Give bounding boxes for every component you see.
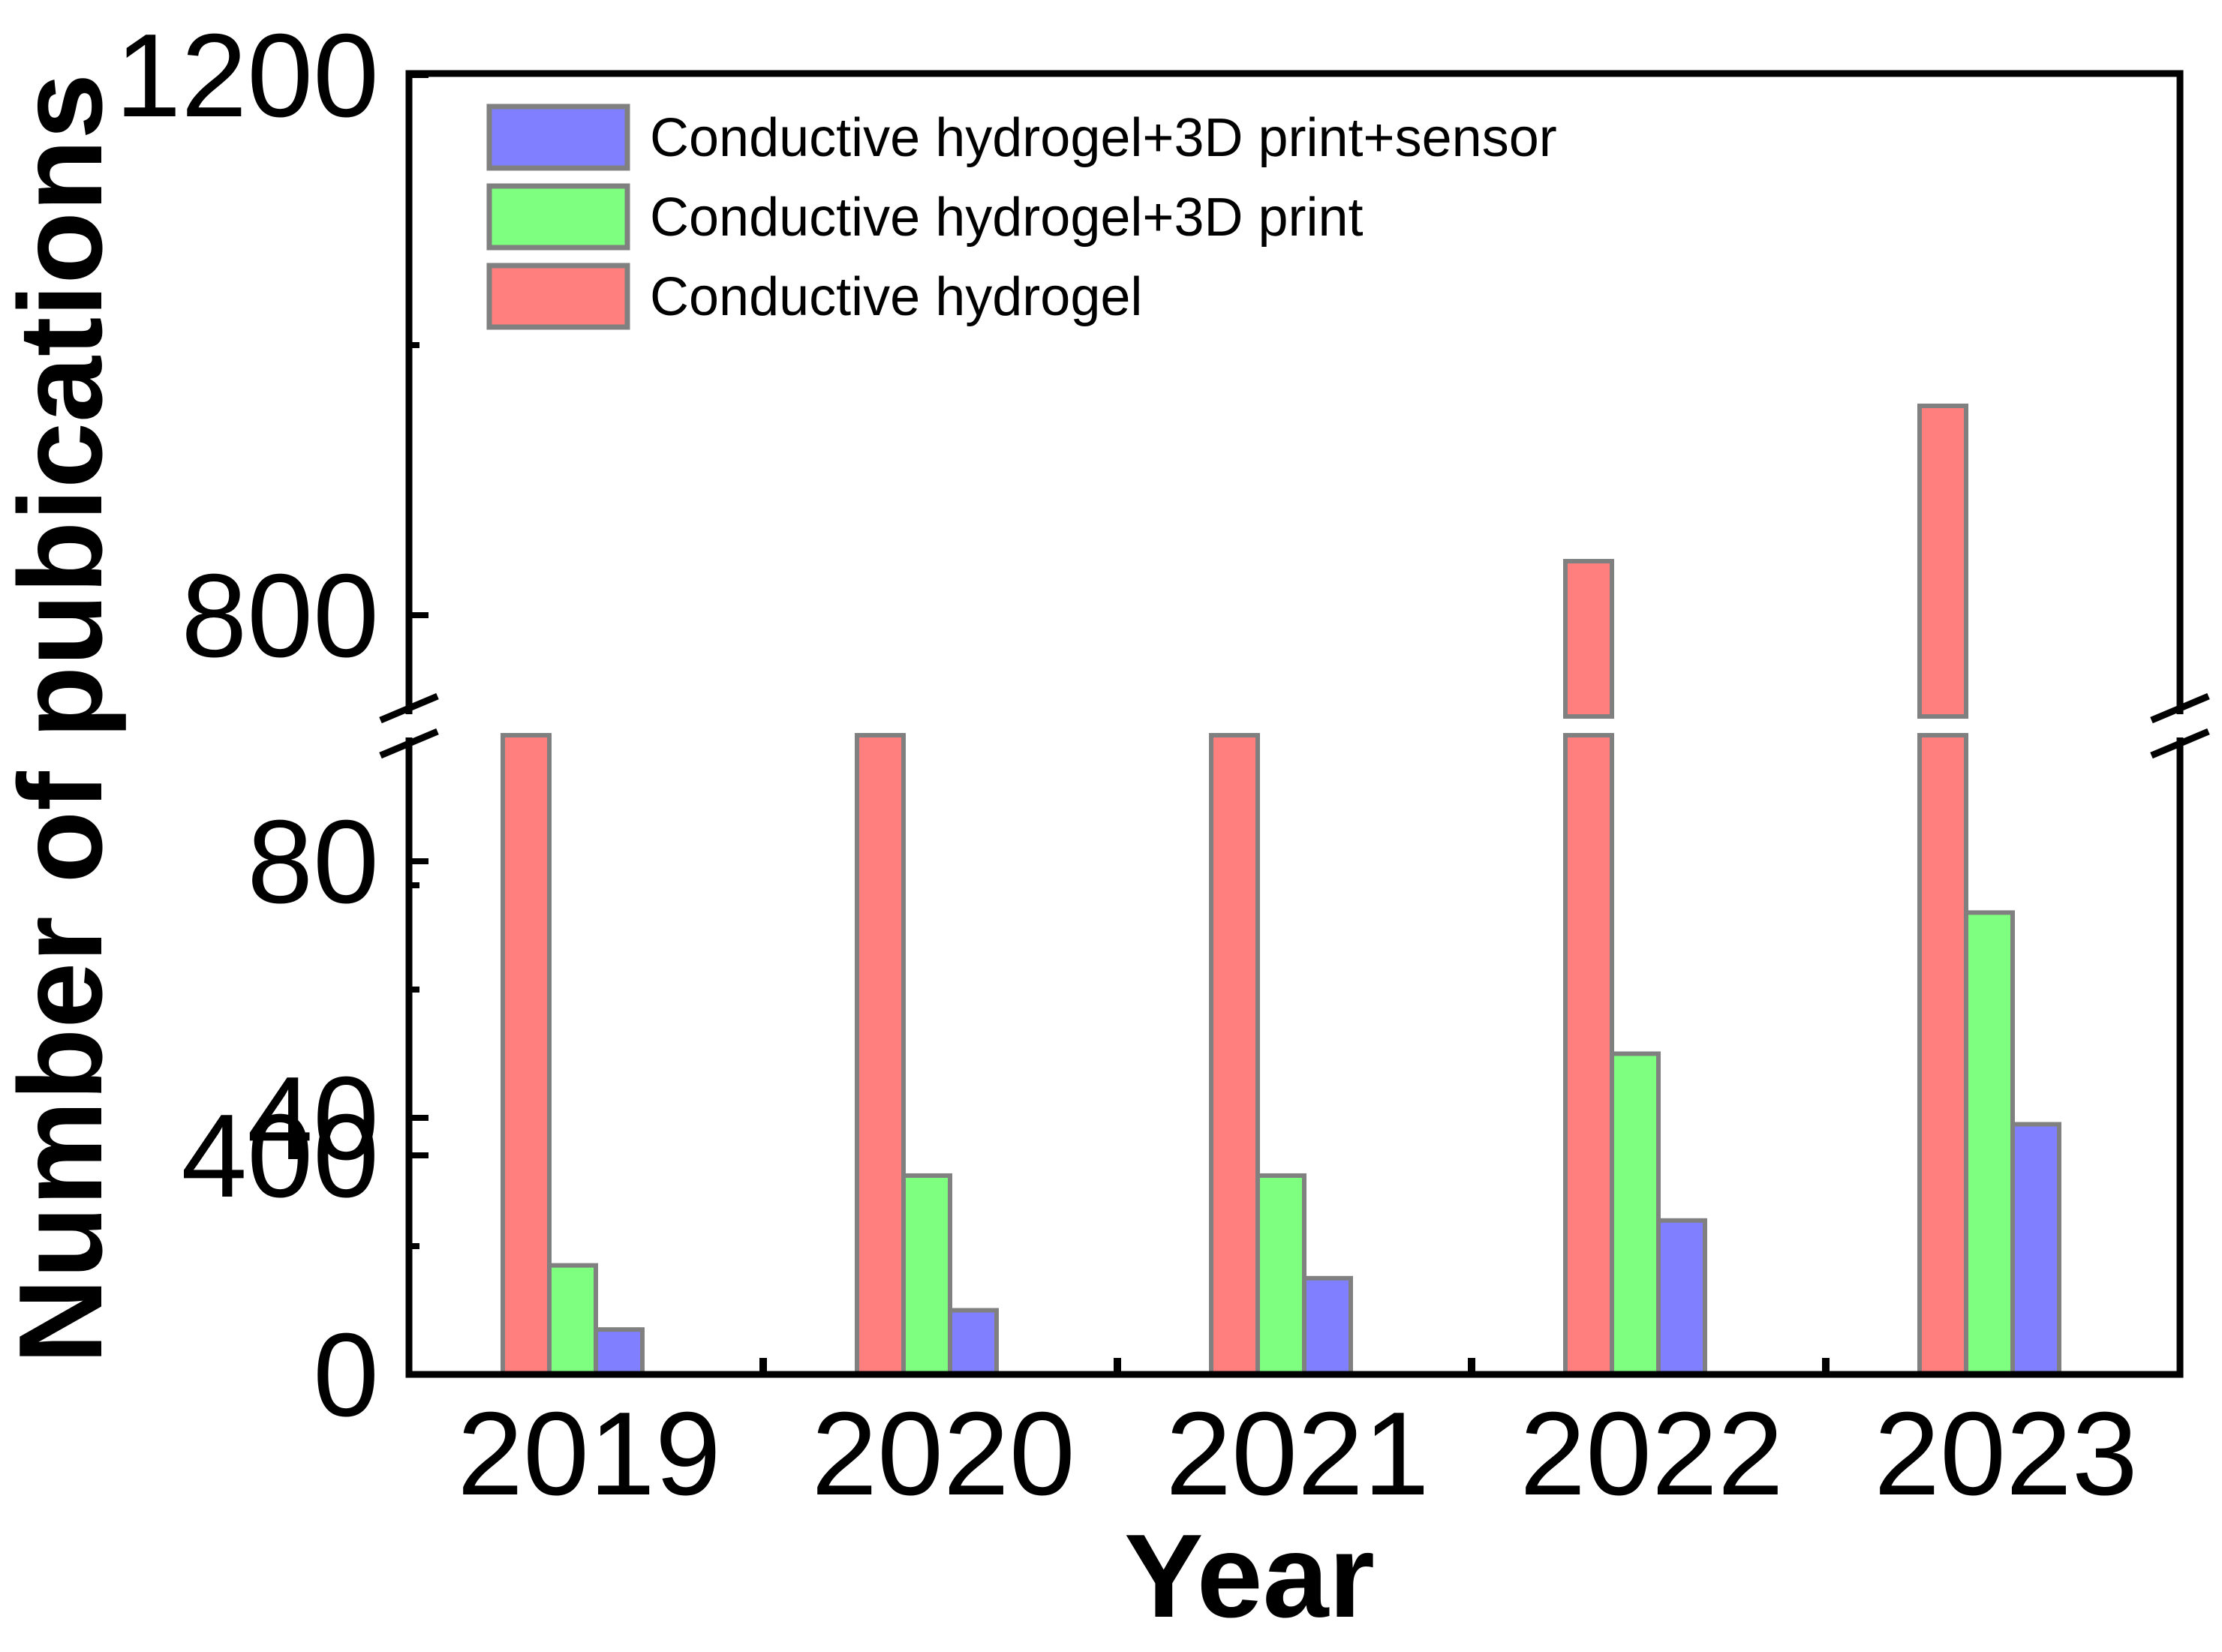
- legend-label: Conductive hydrogel+3D print+sensor: [650, 108, 1557, 168]
- x-tick-label: 2019: [457, 1388, 721, 1520]
- bar-rect-lower: [501, 733, 552, 1377]
- legend-label: Conductive hydrogel+3D print: [650, 188, 1364, 248]
- x-tick-label: 2023: [1874, 1388, 2138, 1520]
- y-tick-label: 400: [181, 1090, 379, 1222]
- bar-rect: [1255, 1173, 1306, 1377]
- bar-rect: [1302, 1275, 1353, 1377]
- bar-2019-series-2: [594, 1327, 645, 1377]
- bar-2022-series-2: [1656, 1218, 1707, 1377]
- y-axis-title: Number of pubications: [0, 74, 127, 1365]
- legend: Conductive hydrogel+3D print+sensor Condu…: [486, 104, 1557, 330]
- y-tick-label: 0: [313, 1309, 379, 1441]
- bar-2021-series-1: [1255, 1173, 1306, 1377]
- bar-rect: [1656, 1218, 1707, 1377]
- legend-label: Conductive hydrogel: [650, 267, 1142, 327]
- bar-rect: [594, 1327, 645, 1377]
- bar-2022-series-0: [1563, 559, 1614, 1377]
- bar-2019-series-0: [501, 733, 552, 1377]
- bar-rect: [1610, 1051, 1661, 1377]
- bar-rect: [948, 1308, 999, 1377]
- bar-rect: [1964, 910, 2015, 1377]
- bar-2021-series-2: [1302, 1275, 1353, 1377]
- bars-group: [501, 404, 2061, 1377]
- bar-rect-lower: [1917, 733, 1968, 1377]
- x-tick-label: 2022: [1520, 1388, 1784, 1520]
- y-tick-label: 80: [247, 796, 379, 928]
- bar-2019-series-1: [547, 1263, 598, 1377]
- axis-break-right-2: [2150, 728, 2210, 759]
- x-axis-title: Year: [1124, 1510, 1375, 1642]
- bar-rect-lower: [855, 733, 906, 1377]
- x-tick-label: 2020: [811, 1388, 1075, 1520]
- legend-swatch: [486, 263, 630, 330]
- bar-rect-lower: [1209, 733, 1260, 1377]
- y-tick-labels: 0 40 80 400 800 1200: [116, 10, 380, 1441]
- bar-2020-series-1: [901, 1173, 952, 1377]
- bar-2023-series-2: [2010, 1122, 2061, 1377]
- bar-rect: [547, 1263, 598, 1377]
- bar-rect: [2010, 1122, 2061, 1377]
- y-tick-label: 40: [247, 1053, 379, 1185]
- bar-2023-series-0: [1917, 404, 1968, 1377]
- x-tick-label: 2021: [1165, 1388, 1430, 1520]
- axis-ticks: [409, 72, 1830, 1377]
- y-tick-label: 1200: [116, 10, 380, 142]
- bar-2023-series-1: [1964, 910, 2015, 1377]
- bar-rect: [901, 1173, 952, 1377]
- y-tick-label: 800: [181, 550, 379, 682]
- bar-rect-upper: [1917, 404, 1968, 719]
- legend-swatch: [486, 183, 630, 251]
- legend-swatch: [486, 104, 630, 171]
- axis-break-right-1: [2150, 692, 2210, 724]
- plot-frame: [379, 70, 2210, 1378]
- bar-2021-series-0: [1209, 733, 1260, 1377]
- axis-break-left-1: [379, 692, 439, 724]
- bar-2020-series-0: [855, 733, 906, 1377]
- bar-2020-series-2: [948, 1308, 999, 1377]
- bar-2022-series-1: [1610, 1051, 1661, 1377]
- bar-rect-upper: [1563, 559, 1614, 719]
- x-tick-labels: 2019 2020 2021 2022 2023: [457, 1388, 2138, 1520]
- axis-break-left-2: [379, 728, 439, 759]
- bar-rect-lower: [1563, 733, 1614, 1377]
